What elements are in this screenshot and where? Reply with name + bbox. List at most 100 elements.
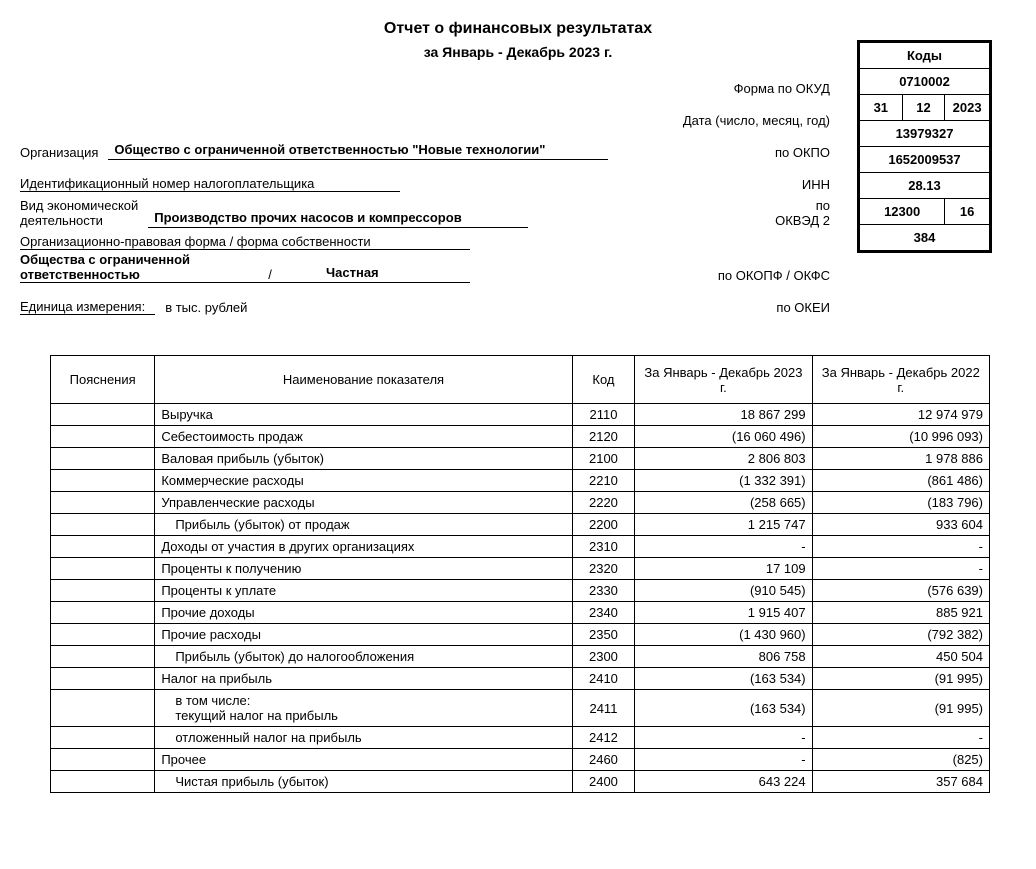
code-okved: 28.13	[860, 173, 990, 199]
cell-code: 2410	[572, 668, 635, 690]
cell-explanation	[51, 404, 155, 426]
table-row: Себестоимость продаж2120(16 060 496)(10 …	[51, 426, 990, 448]
cell-prev: 1 978 886	[812, 448, 989, 470]
cell-code: 2411	[572, 690, 635, 727]
code-okud: 0710002	[860, 69, 990, 95]
code-date-month: 12	[902, 95, 945, 121]
code-date-year: 2023	[945, 95, 990, 121]
cell-code: 2350	[572, 624, 635, 646]
financial-table: Пояснения Наименование показателя Код За…	[50, 355, 990, 793]
cell-explanation	[51, 646, 155, 668]
cell-code: 2330	[572, 580, 635, 602]
col-prev: За Январь - Декабрь 2022 г.	[812, 356, 989, 404]
inn-label: ИНН	[400, 177, 840, 192]
cell-current: 17 109	[635, 558, 812, 580]
cell-current: 18 867 299	[635, 404, 812, 426]
cell-explanation	[51, 690, 155, 727]
cell-current: (1 332 391)	[635, 470, 812, 492]
unit-label: Единица измерения:	[20, 299, 155, 315]
cell-indicator: Выручка	[155, 404, 572, 426]
cell-explanation	[51, 536, 155, 558]
cell-indicator: Прочие расходы	[155, 624, 572, 646]
cell-code: 2400	[572, 771, 635, 793]
okved-label: по ОКВЭД 2	[528, 198, 840, 228]
cell-current: (163 534)	[635, 668, 812, 690]
table-body: Выручка211018 867 29912 974 979Себестоим…	[51, 404, 990, 793]
code-okpo: 13979327	[860, 121, 990, 147]
table-row: отложенный налог на прибыль2412--	[51, 727, 990, 749]
okpo-label: по ОКПО	[608, 145, 840, 160]
cell-indicator: Прибыль (убыток) от продаж	[155, 514, 572, 536]
table-row: Доходы от участия в других организациях2…	[51, 536, 990, 558]
okei-label: по ОКЕИ	[257, 300, 840, 315]
cell-code: 2210	[572, 470, 635, 492]
cell-code: 2300	[572, 646, 635, 668]
cell-explanation	[51, 749, 155, 771]
cell-indicator: Прочее	[155, 749, 572, 771]
table-row: Чистая прибыль (убыток)2400643 224357 68…	[51, 771, 990, 793]
cell-code: 2412	[572, 727, 635, 749]
cell-current: 1 915 407	[635, 602, 812, 624]
unit-value: в тыс. рублей	[155, 300, 257, 315]
cell-current: 2 806 803	[635, 448, 812, 470]
cell-prev: (91 995)	[812, 690, 989, 727]
cell-indicator: Проценты к уплате	[155, 580, 572, 602]
date-label: Дата (число, месяц, год)	[20, 113, 840, 128]
table-row: в том числе: текущий налог на прибыль241…	[51, 690, 990, 727]
cell-indicator: Чистая прибыль (убыток)	[155, 771, 572, 793]
cell-prev: (183 796)	[812, 492, 989, 514]
form-okud-label: Форма по ОКУД	[20, 81, 840, 96]
cell-indicator: отложенный налог на прибыль	[155, 727, 572, 749]
table-row: Коммерческие расходы2210(1 332 391)(861 …	[51, 470, 990, 492]
cell-explanation	[51, 624, 155, 646]
cell-prev: (91 995)	[812, 668, 989, 690]
cell-prev: -	[812, 558, 989, 580]
cell-explanation	[51, 448, 155, 470]
cell-indicator: Доходы от участия в других организациях	[155, 536, 572, 558]
cell-current: (910 545)	[635, 580, 812, 602]
cell-prev: -	[812, 536, 989, 558]
cell-explanation	[51, 470, 155, 492]
inn-row-label: Идентификационный номер налогоплательщик…	[20, 176, 400, 192]
cell-current: 643 224	[635, 771, 812, 793]
cell-prev: 933 604	[812, 514, 989, 536]
col-current: За Январь - Декабрь 2023 г.	[635, 356, 812, 404]
meta-rows: Форма по ОКУД Дата (число, месяц, год) О…	[20, 70, 840, 315]
cell-explanation	[51, 492, 155, 514]
ownership-sep: /	[220, 267, 320, 283]
cell-prev: 885 921	[812, 602, 989, 624]
cell-code: 2460	[572, 749, 635, 771]
ownership-value: Частная	[320, 265, 470, 283]
header-section: Отчет о финансовых результатах за Январь…	[20, 20, 1016, 315]
cell-current: (258 665)	[635, 492, 812, 514]
table-header-row: Пояснения Наименование показателя Код За…	[51, 356, 990, 404]
table-row: Прочее2460-(825)	[51, 749, 990, 771]
cell-indicator: Проценты к получению	[155, 558, 572, 580]
okopf-label: по ОКОПФ / ОКФС	[470, 268, 840, 283]
cell-indicator: Налог на прибыль	[155, 668, 572, 690]
cell-code: 2100	[572, 448, 635, 470]
codes-header: Коды	[860, 43, 990, 69]
activity-value: Производство прочих насосов и компрессор…	[148, 210, 528, 228]
cell-current: -	[635, 536, 812, 558]
org-label: Организация	[20, 145, 108, 160]
code-inn: 1652009537	[860, 147, 990, 173]
org-value: Общество с ограниченной ответственностью…	[108, 142, 608, 160]
cell-current: (16 060 496)	[635, 426, 812, 448]
cell-explanation	[51, 558, 155, 580]
cell-code: 2110	[572, 404, 635, 426]
cell-prev: 450 504	[812, 646, 989, 668]
table-row: Проценты к получению232017 109-	[51, 558, 990, 580]
cell-indicator: Коммерческие расходы	[155, 470, 572, 492]
cell-prev: (576 639)	[812, 580, 989, 602]
legal-form-label: Организационно-правовая форма / форма со…	[20, 234, 470, 250]
cell-current: (163 534)	[635, 690, 812, 727]
cell-explanation	[51, 580, 155, 602]
cell-indicator: Управленческие расходы	[155, 492, 572, 514]
table-row: Управленческие расходы2220(258 665)(183 …	[51, 492, 990, 514]
cell-current: 1 215 747	[635, 514, 812, 536]
code-date-day: 31	[860, 95, 903, 121]
table-row: Проценты к уплате2330(910 545)(576 639)	[51, 580, 990, 602]
table-row: Прочие доходы23401 915 407885 921	[51, 602, 990, 624]
cell-indicator: Валовая прибыль (убыток)	[155, 448, 572, 470]
